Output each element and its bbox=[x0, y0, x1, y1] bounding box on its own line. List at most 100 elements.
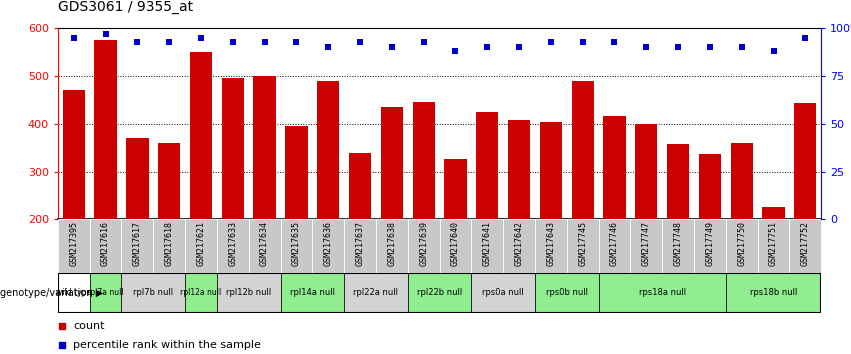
Text: rpl7a null: rpl7a null bbox=[88, 289, 124, 297]
Text: GSM217633: GSM217633 bbox=[228, 221, 237, 266]
Bar bbox=[603, 116, 625, 315]
Bar bbox=[508, 120, 530, 315]
Point bbox=[608, 39, 621, 45]
Point bbox=[130, 39, 144, 45]
Text: count: count bbox=[73, 321, 105, 331]
Bar bbox=[217, 273, 281, 313]
Bar bbox=[567, 219, 598, 273]
Bar bbox=[408, 219, 439, 273]
Text: rpl12b null: rpl12b null bbox=[226, 289, 271, 297]
Bar bbox=[349, 153, 371, 315]
Bar bbox=[248, 219, 281, 273]
Bar bbox=[312, 219, 344, 273]
Bar bbox=[726, 273, 821, 313]
Bar bbox=[444, 159, 466, 315]
Point bbox=[735, 45, 749, 50]
Bar bbox=[58, 273, 89, 313]
Text: GSM217749: GSM217749 bbox=[705, 221, 714, 266]
Bar bbox=[667, 144, 689, 315]
Bar bbox=[185, 273, 217, 313]
Text: GSM217636: GSM217636 bbox=[323, 221, 333, 266]
Text: GSM217752: GSM217752 bbox=[801, 221, 810, 266]
Bar bbox=[730, 143, 753, 315]
Bar bbox=[413, 102, 435, 315]
Bar bbox=[572, 81, 594, 315]
Bar bbox=[380, 107, 403, 315]
Text: GSM217395: GSM217395 bbox=[69, 221, 78, 266]
Text: GSM217616: GSM217616 bbox=[101, 221, 110, 266]
Point bbox=[385, 45, 398, 50]
Bar bbox=[122, 219, 153, 273]
Point bbox=[322, 45, 335, 50]
Bar bbox=[158, 143, 180, 315]
Bar bbox=[408, 273, 471, 313]
Bar bbox=[126, 138, 149, 315]
Text: percentile rank within the sample: percentile rank within the sample bbox=[73, 340, 261, 350]
Text: wild type: wild type bbox=[56, 289, 91, 297]
Bar bbox=[254, 76, 276, 315]
Text: rpl14a null: rpl14a null bbox=[290, 289, 334, 297]
Text: rpl22b null: rpl22b null bbox=[417, 289, 462, 297]
Bar bbox=[762, 207, 785, 315]
Bar bbox=[503, 219, 535, 273]
Point bbox=[448, 48, 462, 54]
Point bbox=[639, 45, 653, 50]
Bar bbox=[281, 219, 312, 273]
Bar bbox=[185, 219, 217, 273]
Bar bbox=[344, 219, 376, 273]
Bar bbox=[726, 219, 757, 273]
Point bbox=[671, 45, 685, 50]
Point bbox=[277, 248, 290, 254]
Point bbox=[99, 31, 112, 37]
Bar bbox=[122, 273, 186, 313]
Text: GSM217643: GSM217643 bbox=[546, 221, 556, 266]
Text: GSM217618: GSM217618 bbox=[165, 221, 174, 266]
Point bbox=[703, 45, 717, 50]
Point bbox=[798, 35, 812, 41]
Text: GSM217746: GSM217746 bbox=[610, 221, 619, 266]
Text: GDS3061 / 9355_at: GDS3061 / 9355_at bbox=[58, 0, 193, 14]
Bar bbox=[317, 81, 340, 315]
Text: rps0b null: rps0b null bbox=[545, 289, 588, 297]
Bar bbox=[471, 273, 535, 313]
Bar bbox=[63, 91, 85, 315]
Bar bbox=[89, 219, 122, 273]
Bar bbox=[471, 219, 503, 273]
Text: GSM217640: GSM217640 bbox=[451, 221, 460, 266]
Text: GSM217748: GSM217748 bbox=[674, 221, 683, 266]
Bar bbox=[344, 273, 408, 313]
Point bbox=[67, 35, 81, 41]
Point bbox=[767, 48, 780, 54]
Text: GSM217634: GSM217634 bbox=[260, 221, 269, 266]
Text: rpl7b null: rpl7b null bbox=[134, 289, 174, 297]
Text: GSM217637: GSM217637 bbox=[356, 221, 364, 266]
Text: GSM217641: GSM217641 bbox=[483, 221, 492, 266]
Text: GSM217617: GSM217617 bbox=[133, 221, 142, 266]
Bar bbox=[790, 219, 821, 273]
Bar bbox=[190, 52, 212, 315]
Bar bbox=[694, 219, 726, 273]
Bar bbox=[89, 273, 122, 313]
Bar bbox=[598, 219, 631, 273]
Text: GSM217747: GSM217747 bbox=[642, 221, 651, 266]
Bar bbox=[376, 219, 408, 273]
Text: rpl12a null: rpl12a null bbox=[180, 289, 221, 297]
Text: rpl22a null: rpl22a null bbox=[353, 289, 398, 297]
Point bbox=[353, 39, 367, 45]
Point bbox=[277, 79, 290, 85]
Bar bbox=[540, 122, 562, 315]
Text: GSM217635: GSM217635 bbox=[292, 221, 301, 266]
Bar bbox=[58, 219, 89, 273]
Text: GSM217642: GSM217642 bbox=[515, 221, 523, 266]
Bar bbox=[535, 273, 598, 313]
Text: GSM217638: GSM217638 bbox=[387, 221, 397, 266]
Text: GSM217750: GSM217750 bbox=[737, 221, 746, 266]
Text: GSM217639: GSM217639 bbox=[420, 221, 428, 266]
Bar bbox=[476, 112, 499, 315]
Text: GSM217751: GSM217751 bbox=[769, 221, 778, 266]
Bar bbox=[285, 126, 307, 315]
Bar bbox=[153, 219, 186, 273]
Point bbox=[163, 39, 176, 45]
Bar bbox=[794, 103, 816, 315]
Text: GSM217621: GSM217621 bbox=[197, 221, 205, 266]
